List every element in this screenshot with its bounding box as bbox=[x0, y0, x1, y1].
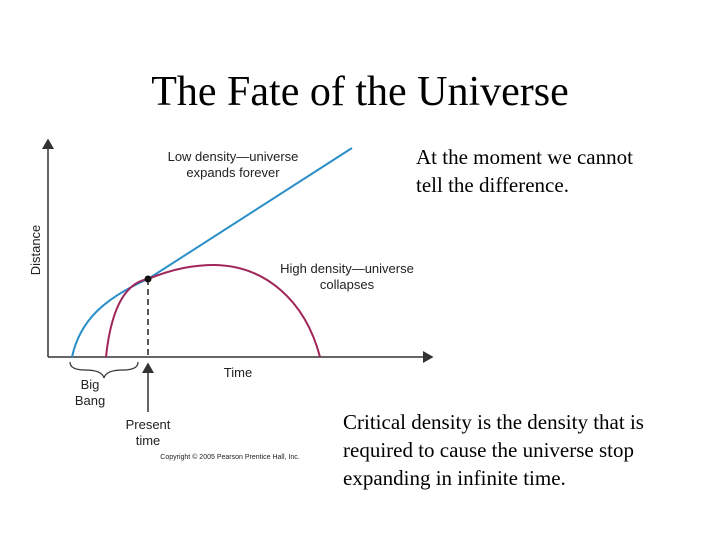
note-line: expanding in infinite time. bbox=[343, 466, 566, 490]
note-line: tell the difference. bbox=[416, 173, 569, 197]
curve-label: collapses bbox=[320, 277, 375, 292]
copyright: Copyright © 2005 Pearson Prentice Hall, … bbox=[160, 453, 299, 461]
slide-title: The Fate of the Universe bbox=[151, 69, 569, 115]
curve-label: Low density—universe bbox=[168, 149, 299, 164]
present-dot bbox=[144, 275, 152, 283]
present-label: Present bbox=[126, 417, 171, 432]
high-density-curve bbox=[105, 263, 321, 358]
note-line: required to cause the universe stop bbox=[343, 438, 634, 462]
note: Critical density is the density that is … bbox=[343, 408, 644, 492]
curve-label: High density—universe bbox=[280, 261, 414, 276]
curve-label: expands forever bbox=[186, 165, 280, 180]
note-line: At the moment we cannot bbox=[416, 145, 633, 169]
big-bang-label: Big bbox=[81, 377, 100, 392]
big-bang-label: Bang bbox=[75, 393, 105, 408]
note: At the moment we cannot tell the differe… bbox=[416, 143, 633, 199]
big-bang-brace bbox=[69, 361, 139, 379]
diagram: Distance Time Low density—universe expan… bbox=[28, 138, 434, 461]
x-axis-label: Time bbox=[224, 365, 252, 380]
note-line: Critical density is the density that is bbox=[343, 410, 644, 434]
y-axis-label: Distance bbox=[28, 225, 43, 276]
present-label: time bbox=[136, 433, 161, 448]
